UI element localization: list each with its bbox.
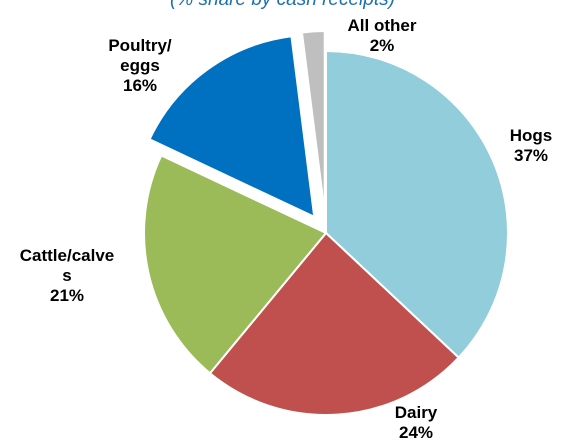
slice-label-poultry: Poultry/eggs 16% bbox=[108, 36, 172, 95]
slice-label-hogs: Hogs 37% bbox=[509, 126, 553, 165]
slice-label-other: All other 2% bbox=[347, 16, 417, 55]
pie-slice-cattle-calve-s bbox=[143, 154, 328, 375]
pie-slice-poultry-eggs bbox=[148, 35, 316, 219]
pie-slice-hogs bbox=[325, 49, 509, 360]
slice-label-cattle: Cattle/calve s 21% bbox=[19, 246, 115, 305]
slice-label-dairy: Dairy 24% bbox=[394, 403, 438, 442]
chart-title: (% share by cash receipts) bbox=[0, 0, 565, 11]
pie-slice-dairy bbox=[208, 231, 461, 416]
pie-slice-all-other bbox=[300, 30, 326, 214]
